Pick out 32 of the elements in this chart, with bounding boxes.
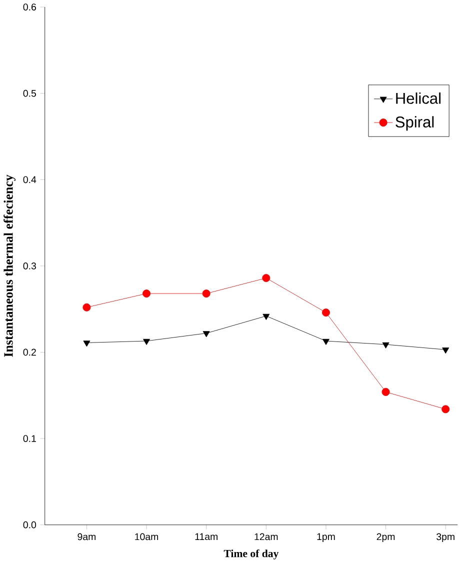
point — [382, 388, 390, 396]
point — [442, 405, 450, 414]
y-tick-label: 0.3 — [23, 262, 36, 270]
legend-label: Helical — [396, 92, 441, 104]
x-tick-label: 11am — [195, 533, 218, 540]
point — [82, 303, 91, 312]
point — [322, 338, 330, 346]
y-tick-label: 0.6 — [23, 4, 36, 10]
point — [142, 290, 151, 298]
x-tick-label: 10am — [135, 533, 158, 540]
point — [382, 342, 390, 348]
point — [203, 331, 210, 338]
x-tick-label: 12am — [254, 533, 278, 540]
x-axis-title: Time of day — [224, 549, 279, 560]
point — [322, 308, 330, 317]
x-tick-label: 9am — [78, 533, 96, 540]
y-tick-label: 0.5 — [23, 90, 36, 97]
y-tick-label: 0.2 — [23, 348, 36, 356]
point — [202, 290, 211, 298]
y-tick-label: 0.1 — [23, 435, 36, 442]
x-tick-label: 2pm — [377, 533, 395, 542]
y-tick-label: 0.4 — [23, 176, 36, 184]
point — [262, 314, 270, 320]
x-tick-label: 3pm — [436, 533, 455, 542]
y-tick-label: 0.0 — [23, 521, 36, 528]
point — [442, 348, 450, 354]
legend-label: Spiral — [396, 116, 434, 131]
y-axis-title: Instantaneous thermal effeciency — [4, 174, 16, 357]
point — [83, 340, 90, 347]
x-tick-label: 1pm — [317, 533, 335, 542]
point — [143, 338, 150, 346]
point — [262, 274, 270, 282]
